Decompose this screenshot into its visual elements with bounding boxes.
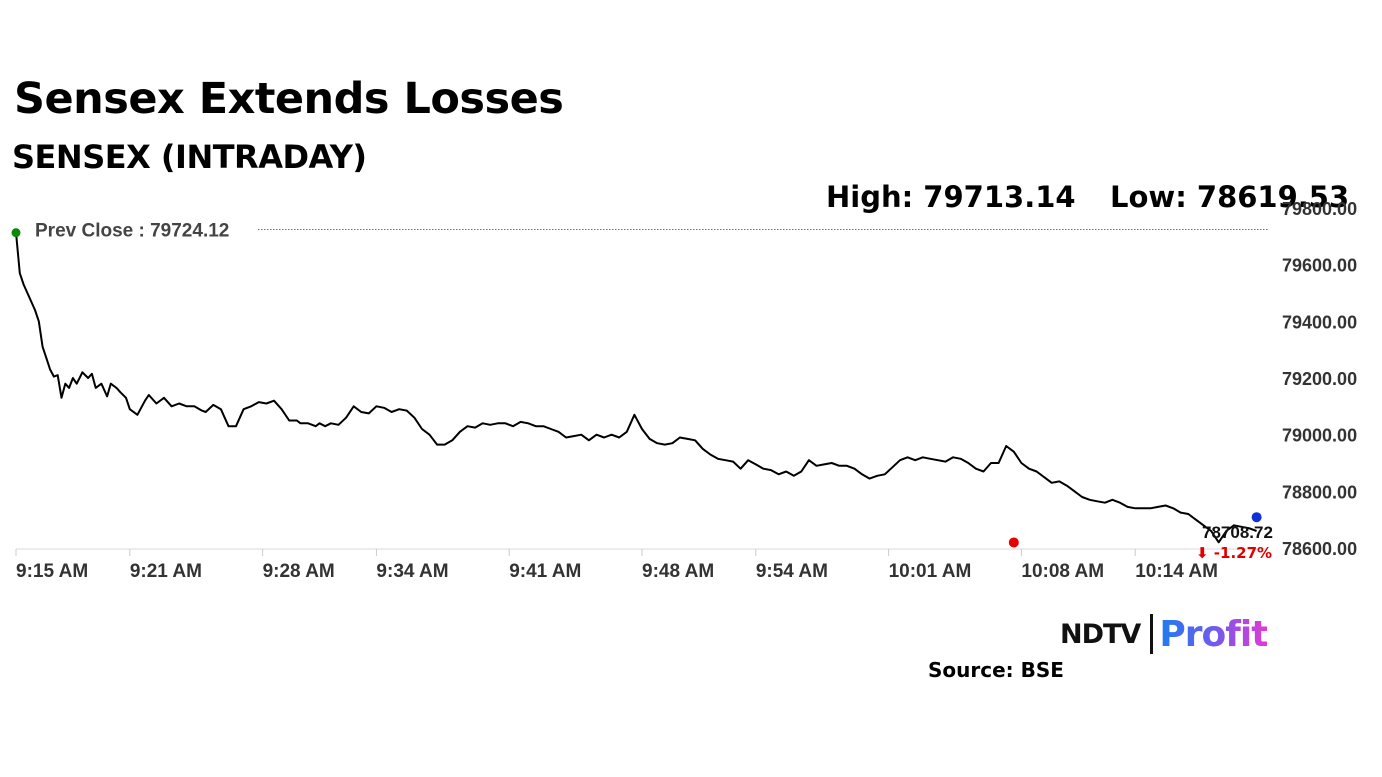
y-tick-label: 79000.00 (1282, 426, 1357, 446)
source-note: Source: BSE (928, 658, 1064, 682)
prev-close-group: Prev Close : 79724.12 (35, 220, 1268, 241)
open-point-marker (11, 228, 21, 238)
day-low-stat: Low: 78619.53 (1110, 180, 1350, 214)
chart-title: Sensex Extends Losses (14, 74, 564, 124)
y-tick-label: 79200.00 (1282, 369, 1357, 389)
day-high-stat: High: 79713.14 (826, 180, 1076, 214)
last-price-marker (1251, 512, 1262, 523)
x-tick-label: 9:48 AM (642, 561, 714, 582)
y-tick-label: 78600.00 (1282, 539, 1357, 559)
y-axis: 78600.00 78800.00 79000.00 79200.00 79400.00… (1282, 199, 1357, 559)
percent-change-label: ⬇ -1.27% (1196, 544, 1272, 562)
x-axis: 9:15 AM 9:21 AM 9:28 AM 9:34 AM 9:41 AM 9:48 … (15, 549, 1218, 582)
sensex-intraday-chart: Prev Close : 79724.12 78600.00 78800.00 79… (11, 199, 1357, 582)
x-tick-label: 9:21 AM (130, 561, 202, 582)
x-tick-label: 9:34 AM (376, 561, 448, 582)
x-tick-label: 10:14 AM (1135, 561, 1218, 582)
y-tick-label: 78800.00 (1282, 482, 1357, 502)
x-tick-label: 9:28 AM (263, 561, 335, 582)
logo-product: Profit (1159, 613, 1268, 655)
x-tick-label: 9:41 AM (509, 561, 581, 582)
day-low-marker (1008, 537, 1019, 548)
chart-subtitle: SENSEX (INTRADAY) (12, 138, 367, 176)
ndtv-profit-logo: NDTV Profit (1060, 610, 1268, 658)
y-tick-label: 79600.00 (1282, 256, 1357, 276)
last-price-label: 78708.72 (1202, 523, 1273, 542)
x-tick-label: 9:15 AM (16, 561, 88, 582)
sensex-price-line (15, 232, 1257, 544)
prev-close-label: Prev Close : 79724.12 (35, 220, 229, 241)
logo-brand: NDTV (1060, 618, 1141, 650)
y-tick-label: 79800.00 (1282, 199, 1357, 219)
logo-divider (1150, 614, 1154, 654)
last-value-labels: 78708.72 ⬇ -1.27% (1196, 523, 1273, 562)
markers-group (11, 228, 1262, 548)
x-tick-label: 9:54 AM (756, 561, 828, 582)
series-group (15, 232, 1257, 544)
x-tick-label: 10:01 AM (889, 561, 972, 582)
y-tick-label: 79400.00 (1282, 312, 1357, 332)
x-tick-label: 10:08 AM (1021, 561, 1104, 582)
